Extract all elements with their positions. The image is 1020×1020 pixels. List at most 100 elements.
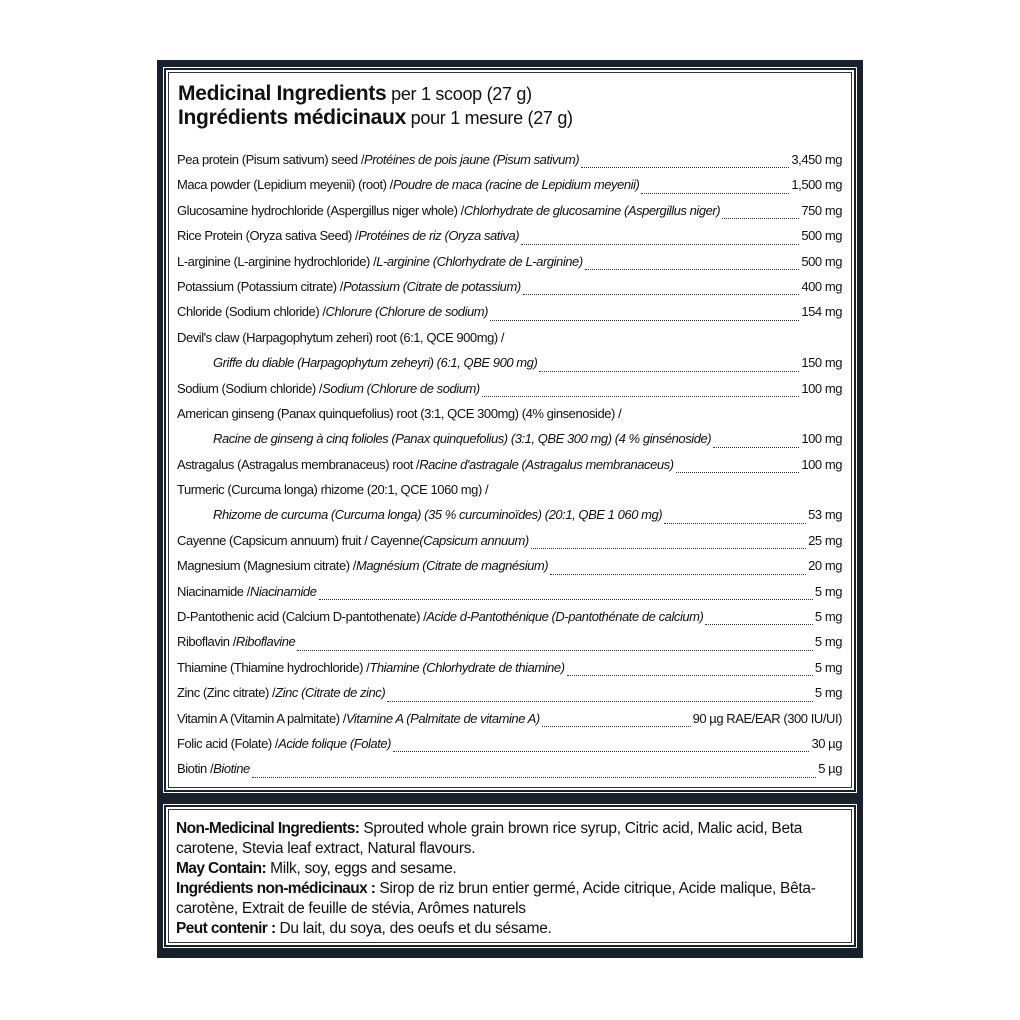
ingredient-name-en: L-arginine (L-arginine hydrochloride) / bbox=[177, 253, 377, 269]
dot-leader bbox=[318, 599, 813, 601]
ingredient-row: Turmeric (Curcuma longa) rhizome (20:1, … bbox=[177, 482, 842, 507]
ingredient-row: Glucosamine hydrochloride (Aspergillus n… bbox=[177, 203, 842, 228]
ingredient-amount: 400 mg bbox=[801, 278, 842, 294]
ingredient-name-fr: Acide d-Pantothénique (D-pantothénate de… bbox=[426, 609, 704, 625]
ingredient-name-en: Devil's claw (Harpagophytum zeheri) root… bbox=[177, 329, 505, 345]
ingredient-name-en: Sodium (Sodium chloride) / bbox=[177, 380, 323, 396]
ingredient-row: Rice Protein (Oryza sativa Seed) / Proté… bbox=[177, 228, 842, 253]
ingredient-name-fr: Racine de ginseng à cinq folioles (Panax… bbox=[213, 431, 712, 447]
ingredient-name-en: D-Pantothenic acid (Calcium D-pantothena… bbox=[177, 609, 427, 625]
ingredient-row: Maca powder (Lepidium meyenii) (root) / … bbox=[177, 177, 842, 202]
ingredient-row: Biotin / Biotine 5 µg bbox=[177, 761, 842, 786]
ingredient-amount: 100 mg bbox=[801, 380, 842, 396]
ingredient-name-fr: Poudre de maca (racine de Lepidium meyen… bbox=[392, 177, 640, 193]
ingredient-name-en: Thiamine (Thiamine hydrochloride) / bbox=[177, 659, 370, 675]
ingredient-name-fr: Sodium (Chlorure de sodium) bbox=[322, 380, 480, 396]
ingredient-name-en: Pea protein (Pisum sativum) seed / bbox=[177, 152, 365, 167]
ingredient-amount: 5 mg bbox=[814, 634, 843, 650]
ingredient-row: Riboflavin / Riboflavine 5 mg bbox=[177, 634, 842, 659]
nmi-text: Sprouted whole grain brown rice syrup, C… bbox=[176, 820, 803, 857]
ingredient-amount: 500 mg bbox=[801, 228, 842, 244]
ingredient-name-en: Chloride (Sodium chloride) / bbox=[177, 304, 326, 320]
dot-leader bbox=[490, 319, 800, 321]
may-contain-label: May Contain: bbox=[176, 860, 267, 877]
ingredient-name-fr: Biotine bbox=[213, 761, 250, 777]
dot-leader bbox=[297, 649, 813, 651]
ingredient-name-fr: Protéines de riz (Oryza sativa) bbox=[358, 228, 520, 244]
serving-fr: pour 1 mesure (27 g) bbox=[405, 108, 573, 128]
ingredient-row-continued: Racine de ginseng à cinq folioles (Panax… bbox=[177, 431, 842, 456]
ingredient-name-en: American ginseng (Panax quinquefolius) r… bbox=[177, 405, 622, 421]
ingredient-amount: 100 mg bbox=[801, 456, 842, 472]
dot-leader bbox=[539, 370, 800, 372]
dot-leader bbox=[251, 776, 817, 778]
dot-leader bbox=[641, 192, 790, 194]
dot-leader bbox=[722, 218, 800, 220]
ingredient-name-en: Riboflavin / bbox=[177, 634, 236, 650]
panel-heading: Medicinal Ingredients per 1 scoop (27 g)… bbox=[178, 82, 573, 130]
ingredient-row-continued: Rhizome de curcuma (Curcuma longa) (35 %… bbox=[177, 507, 842, 532]
ingredient-row: Magnesium (Magnesium citrate) / Magnésiu… bbox=[177, 558, 842, 583]
ingredient-amount: 154 mg bbox=[801, 304, 842, 320]
ingredient-amount: 500 mg bbox=[801, 253, 842, 269]
ingredient-row: Cayenne (Capsicum annuum) fruit / Cayenn… bbox=[177, 533, 842, 558]
ingredient-name-en: Rice Protein (Oryza sativa Seed) / bbox=[177, 228, 359, 244]
ingredient-amount: 100 mg bbox=[801, 431, 842, 447]
dot-leader bbox=[541, 725, 691, 727]
ingredient-amount: 5 mg bbox=[814, 685, 843, 701]
ingredient-name-en: Turmeric (Curcuma longa) rhizome (20:1, … bbox=[177, 482, 489, 498]
ingredient-row: Zinc (Zinc citrate) / Zinc (Citrate de z… bbox=[177, 685, 842, 710]
may-contain-fr-label: Peut contenir : bbox=[176, 920, 276, 937]
ingredient-amount: 30 µg bbox=[811, 735, 842, 751]
ingredient-amount: 25 mg bbox=[808, 532, 842, 548]
dot-leader bbox=[675, 472, 800, 474]
ingredient-row: L-arginine (L-arginine hydrochloride) / … bbox=[177, 254, 842, 279]
ingredient-name-fr: Chlorhydrate de glucosamine (Aspergillus… bbox=[463, 202, 721, 218]
ingredient-name-fr: Vitamine A (Palmitate de vitamine A) bbox=[345, 710, 540, 726]
nmi-label: Non-Medicinal Ingredients: bbox=[176, 820, 360, 837]
non-medicinal-text: Non-Medicinal Ingredients: Sprouted whol… bbox=[176, 819, 844, 939]
ingredient-amount: 5 mg bbox=[814, 609, 843, 625]
ingredient-name-en: Folic acid (Folate) / bbox=[177, 735, 279, 751]
ingredient-name-fr: L-arginine (Chlorhydrate de L-arginine) bbox=[376, 253, 583, 269]
dot-leader bbox=[522, 294, 800, 296]
ingredient-row: Thiamine (Thiamine hydrochloride) / Thia… bbox=[177, 660, 842, 685]
ingredient-row: Devil's claw (Harpagophytum zeheri) root… bbox=[177, 330, 842, 355]
ingredient-name-en: Magnesium (Magnesium citrate) / bbox=[177, 558, 356, 574]
nmi-fr-text: Sirop de riz brun entier germé, Acide ci… bbox=[176, 880, 816, 917]
title-en: Medicinal Ingredients bbox=[178, 82, 387, 105]
ingredient-name-fr: Niacinamide bbox=[249, 583, 317, 599]
dot-leader bbox=[387, 700, 813, 702]
ingredient-name-en: Potassium (Potassium citrate) / bbox=[177, 278, 343, 294]
medicinal-ingredients-panel: Medicinal Ingredients per 1 scoop (27 g)… bbox=[163, 67, 857, 793]
serving-en: per 1 scoop (27 g) bbox=[386, 84, 532, 104]
ingredient-name-fr: Thiamine (Chlorhydrate de thiamine) bbox=[369, 659, 565, 675]
ingredient-amount: 5 µg bbox=[818, 761, 842, 777]
title-fr: Ingrédients médicinaux bbox=[178, 106, 406, 129]
non-medicinal-panel: Non-Medicinal Ingredients: Sprouted whol… bbox=[163, 804, 857, 948]
ingredient-name-fr: Potassium (Citrate de potassium) bbox=[342, 278, 521, 294]
may-contain-text: Milk, soy, eggs and sesame. bbox=[266, 860, 457, 877]
ingredient-row: Sodium (Sodium chloride) / Sodium (Chlor… bbox=[177, 381, 842, 406]
ingredient-amount: 53 mg bbox=[808, 507, 842, 523]
ingredient-name-en: Cayenne (Capsicum annuum) fruit / Cayenn… bbox=[177, 532, 420, 548]
dot-leader bbox=[530, 548, 807, 550]
dot-leader bbox=[664, 522, 807, 524]
label-frame: Medicinal Ingredients per 1 scoop (27 g)… bbox=[157, 60, 863, 958]
ingredient-row: Niacinamide / Niacinamide 5 mg bbox=[177, 584, 842, 609]
ingredient-row-continued: Griffe du diable (Harpagophytum zeheyri)… bbox=[177, 355, 842, 380]
dot-leader bbox=[581, 167, 790, 169]
ingredient-name-en: Glucosamine hydrochloride (Aspergillus n… bbox=[177, 202, 464, 218]
ingredient-name-fr: Zinc (Citrate de zinc) bbox=[275, 685, 386, 701]
ingredient-name-en: Zinc (Zinc citrate) / bbox=[177, 685, 276, 701]
ingredient-name-en: Niacinamide / bbox=[177, 583, 250, 599]
ingredient-name-fr: Griffe du diable (Harpagophytum zeheyri)… bbox=[213, 355, 538, 371]
ingredient-amount: 5 mg bbox=[814, 659, 843, 675]
ingredient-name-en: Vitamin A (Vitamin A palmitate) / bbox=[177, 710, 346, 726]
dot-leader bbox=[481, 395, 800, 397]
may-contain-fr-text: Du lait, du soya, des oeufs et du sésame… bbox=[275, 920, 552, 937]
dot-leader bbox=[584, 268, 800, 270]
ingredient-row: Chloride (Sodium chloride) / Chlorure (C… bbox=[177, 304, 842, 329]
ingredient-name-fr: Rhizome de curcuma (Curcuma longa) (35 %… bbox=[213, 507, 663, 523]
ingredient-amount: 1,500 mg bbox=[791, 177, 842, 193]
